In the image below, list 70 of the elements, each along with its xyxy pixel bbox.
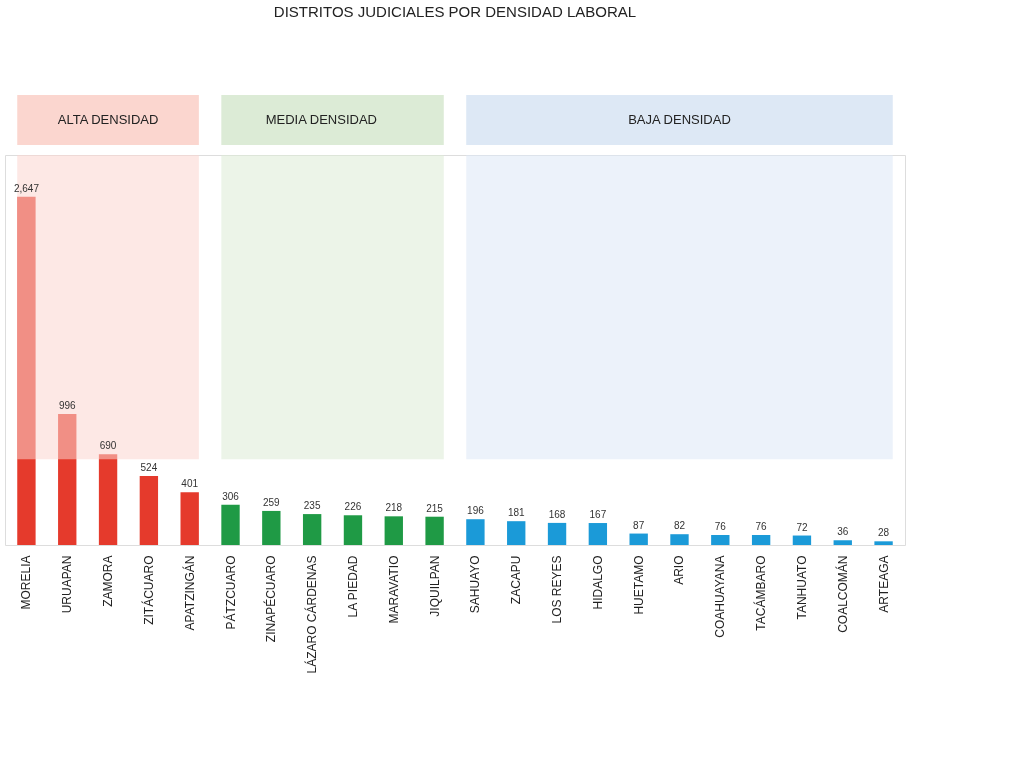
data-label: 181 (507, 507, 525, 519)
data-label: 167 (589, 509, 607, 521)
data-label: 690 (99, 440, 117, 452)
bar (17, 196, 36, 545)
band-label: ALTA DENSIDAD (57, 112, 159, 127)
bar (874, 541, 893, 545)
data-label: 996 (58, 399, 77, 411)
bar (180, 492, 199, 545)
data-label: 226 (344, 501, 362, 513)
data-label: 401 (181, 478, 199, 490)
data-label: 259 (262, 496, 281, 508)
x-tick-label: ZINAPÉCUARO (263, 555, 279, 643)
x-tick-label: ARIO (672, 555, 687, 585)
x-tick-label: LÁZARO CÁRDENAS (304, 555, 320, 674)
x-tick-label: ZAMORA (101, 555, 116, 607)
data-label: 306 (222, 490, 240, 502)
bar (384, 516, 403, 545)
x-tick-label: MORELIA (19, 555, 34, 610)
data-label: 524 (140, 462, 158, 474)
bar (262, 510, 281, 545)
bar (139, 476, 159, 545)
data-label: 218 (385, 502, 403, 514)
data-label: 36 (837, 526, 849, 538)
x-tick-label: JIQUILPAN (427, 555, 442, 617)
data-label: 215 (426, 502, 444, 514)
x-tick-label: SAHUAYO (468, 555, 483, 614)
bar (629, 533, 648, 545)
x-tick-label: HUETAMO (631, 555, 646, 615)
x-tick-label: TACÁMBARO (753, 555, 769, 631)
bar (792, 535, 812, 545)
data-label: 196 (467, 505, 485, 517)
data-label: 168 (548, 508, 566, 520)
x-tick-label: APATZINGÁN (181, 555, 197, 631)
x-tick-label: HIDALGO (590, 555, 605, 610)
data-label: 87 (633, 519, 645, 531)
x-tick-label: ZITÁCUARO (140, 555, 156, 625)
x-tick-label: TANHUATO (794, 555, 809, 620)
bar (425, 516, 444, 545)
data-label: 76 (755, 521, 768, 532)
x-tick-label: MARAVATIO (386, 555, 401, 624)
data-label: 76 (714, 521, 727, 532)
bar (221, 504, 240, 545)
bar (98, 454, 118, 545)
bar (466, 519, 485, 545)
bar (711, 535, 730, 545)
x-tick-label: LA PIEDAD (345, 555, 360, 618)
x-tick-label: LOS REYES (550, 555, 565, 624)
x-tick-label: ARTEAGA (876, 555, 891, 613)
x-tick-label: ZACAPU (509, 555, 524, 605)
bar (670, 534, 689, 545)
bar (833, 540, 852, 545)
x-tick-label: COALCOMÁN (834, 555, 850, 633)
x-tick-label: PÁTZCUARO (222, 555, 238, 630)
x-tick-label: URUAPAN (60, 555, 75, 614)
data-label: 235 (303, 500, 321, 512)
bar (507, 521, 526, 545)
band-label: MEDIA DENSIDAD (265, 112, 377, 127)
bar (751, 535, 771, 545)
data-label: 2,647 (13, 182, 40, 194)
data-label: 82 (673, 520, 686, 532)
chart-title: DISTRITOS JUDICIALES POR DENSIDAD LABORAL (273, 3, 637, 20)
bar (58, 413, 77, 545)
bar (343, 515, 363, 545)
bar (588, 523, 608, 545)
bar (547, 522, 567, 545)
bar (302, 514, 322, 545)
band-label: BAJA DENSIDAD (628, 112, 731, 127)
x-tick-label: COAHUAYANA (713, 555, 728, 638)
data-label: 28 (878, 527, 890, 539)
data-label: 72 (796, 521, 808, 533)
